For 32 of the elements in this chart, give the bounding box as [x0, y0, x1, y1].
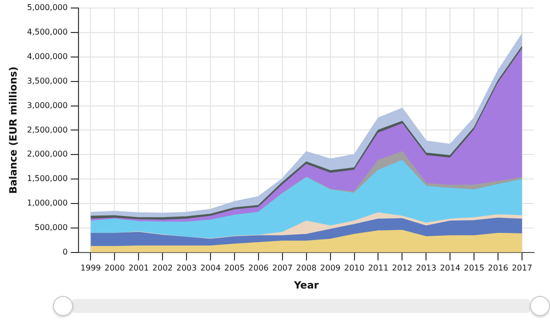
y-tick-label: 1,000,000 — [26, 198, 68, 208]
y-tick-label: 3,000,000 — [26, 100, 68, 110]
y-axis-title: Balance (EUR millions) — [8, 66, 20, 194]
y-tick-label: 500,000 — [34, 223, 68, 232]
x-tick-label: 2015 — [464, 263, 484, 272]
x-tick-label: 2009 — [320, 263, 340, 272]
x-tick-label: 2007 — [272, 263, 293, 272]
y-tick-label: 1,500,000 — [26, 174, 68, 184]
x-tick-label: 2004 — [200, 263, 221, 272]
x-tick-label: 1999 — [80, 263, 101, 272]
x-tick-label: 2000 — [104, 263, 125, 272]
x-tick-label: 2001 — [128, 263, 149, 272]
x-tick-label: 2002 — [152, 263, 173, 272]
x-tick-label: 2016 — [488, 263, 508, 272]
y-tick-label: 2,500,000 — [26, 125, 68, 134]
x-tick-label: 2006 — [248, 263, 269, 272]
x-axis-title: Year — [292, 280, 319, 292]
y-tick-label: 4,000,000 — [26, 52, 68, 61]
x-tick-label: 2003 — [176, 263, 197, 272]
y-tick-label: 3,500,000 — [26, 76, 68, 86]
x-tick-label: 2011 — [368, 263, 388, 272]
x-tick-label: 2005 — [224, 263, 245, 272]
x-tick-label: 2010 — [344, 263, 364, 272]
x-tick-label: 2013 — [416, 263, 436, 272]
y-tick-label: 0 — [62, 247, 68, 256]
y-tick-label: 4,500,000 — [26, 28, 68, 37]
x-tick-label: 2017 — [512, 263, 532, 272]
x-tick-label: 2008 — [296, 263, 317, 272]
x-tick-label: 2012 — [392, 263, 412, 272]
y-tick-label: 2,000,000 — [26, 150, 68, 159]
y-tick-label: 5,000,000 — [26, 3, 68, 12]
x-tick-label: 2014 — [440, 263, 460, 272]
